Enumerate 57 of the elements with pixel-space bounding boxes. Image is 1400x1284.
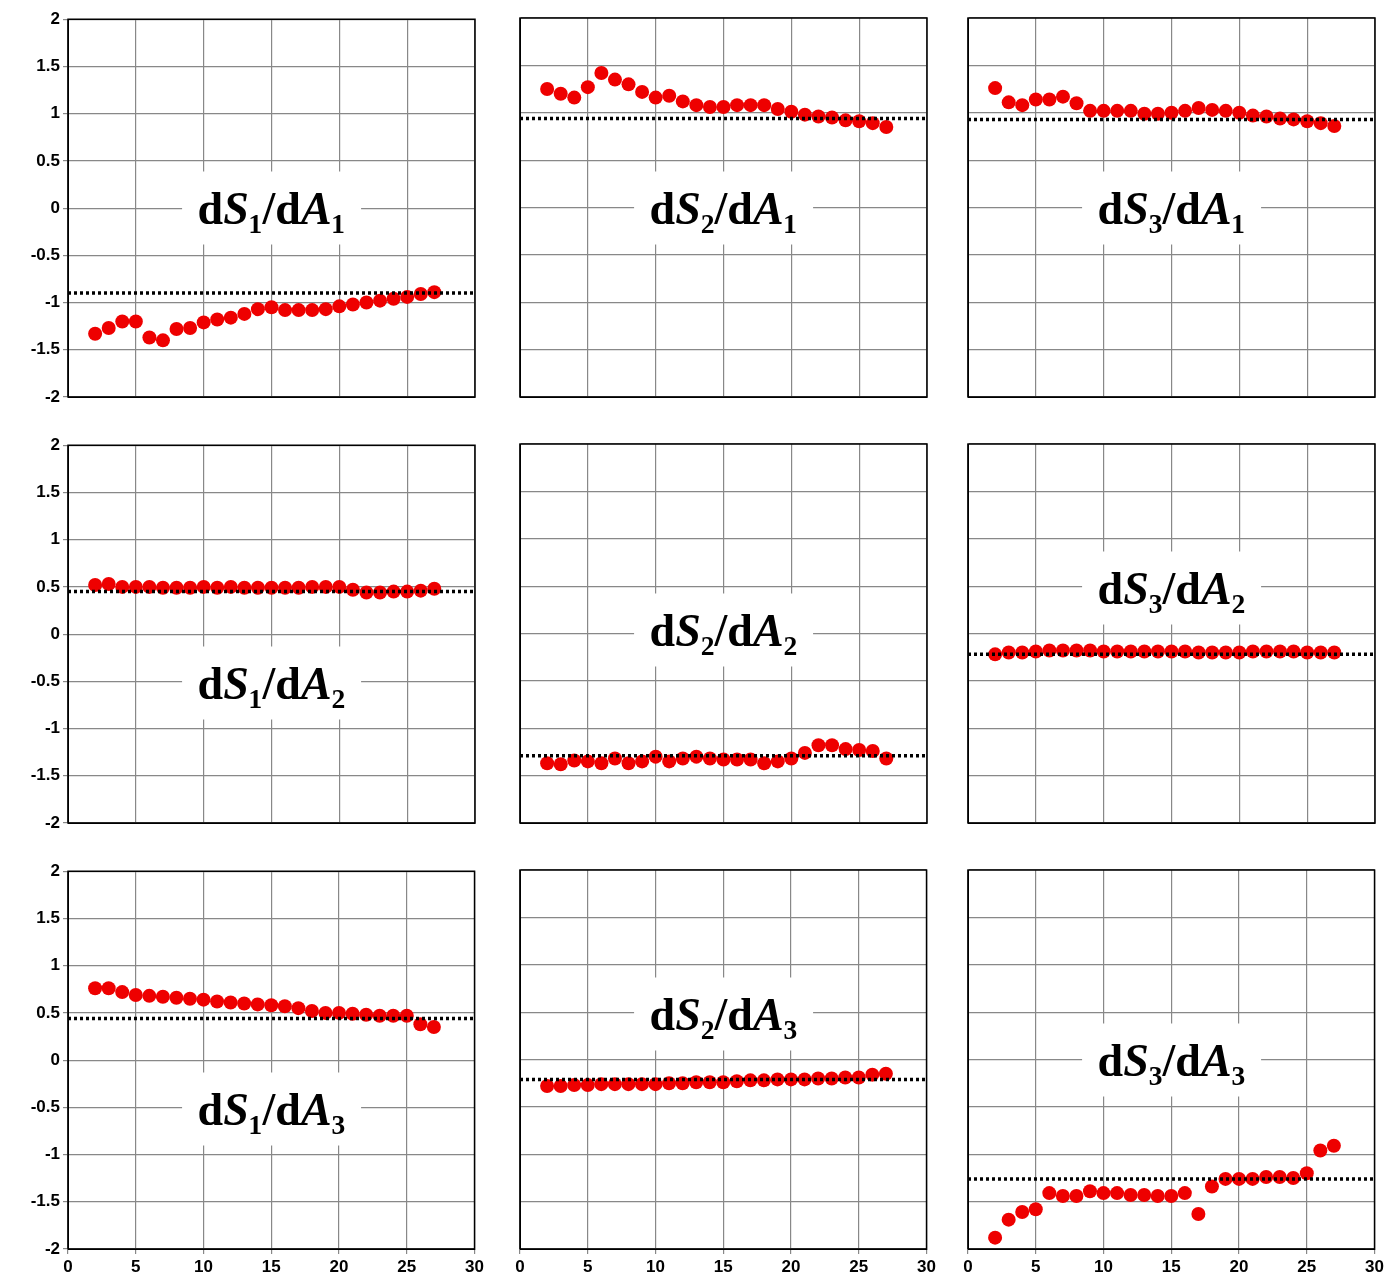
x-tick-label: 30 [917, 1256, 937, 1276]
y-tick-label: 0.5 [36, 1002, 60, 1022]
x-tick-label: 25 [1297, 1256, 1317, 1276]
y-tick-label: 1.5 [36, 908, 60, 928]
x-tick-label: 5 [131, 1256, 141, 1276]
x-tick-label: 0 [515, 1256, 525, 1276]
y-tick-label: -1.5 [30, 765, 60, 785]
x-tick-label: 30 [465, 1256, 485, 1276]
y-tick-label: 1 [50, 955, 60, 975]
y-tick-label: -1 [44, 1144, 60, 1164]
y-tick-label: -1.5 [30, 1191, 60, 1211]
x-tick-label: 15 [713, 1256, 733, 1276]
y-tick-label: -2 [44, 386, 60, 406]
y-tick-label: -1 [44, 292, 60, 312]
x-tick-label: 20 [1229, 1256, 1249, 1276]
y-tick-label: 1 [50, 529, 60, 549]
y-tick-label: -2 [44, 1238, 60, 1258]
x-tick-label: 10 [1094, 1256, 1113, 1276]
annotation: dS₃/dA₃ [1097, 1034, 1246, 1085]
y-tick-label: 0 [50, 197, 60, 217]
x-tick-label: 0 [63, 1256, 73, 1276]
annotation: dS₂/dA₁ [649, 182, 798, 233]
annotation: dS₁/dA₃ [197, 1083, 346, 1135]
x-tick-label: 20 [329, 1256, 349, 1276]
x-tick-label: 20 [781, 1256, 801, 1276]
y-tick-label: -0.5 [30, 245, 60, 265]
y-tick-label: 1.5 [36, 482, 60, 502]
y-tick-label: 2 [50, 434, 60, 454]
annotation: dS₁/dA₂ [197, 657, 346, 709]
y-tick-label: -0.5 [30, 671, 60, 691]
annotation: dS₂/dA₃ [649, 988, 798, 1040]
annotation: dS₂/dA₂ [649, 604, 798, 656]
x-tick-label: 15 [1161, 1256, 1181, 1276]
y-tick-label: 1 [50, 103, 60, 123]
y-tick-label: -0.5 [30, 1097, 60, 1117]
y-tick-label: 1.5 [36, 56, 60, 76]
y-tick-label: -2 [44, 812, 60, 832]
y-tick-label: -1 [44, 718, 60, 738]
annotation: dS₃/dA₁ [1097, 182, 1246, 233]
x-tick-label: 30 [1365, 1256, 1385, 1276]
x-tick-label: 10 [194, 1256, 213, 1276]
x-tick-label: 25 [397, 1256, 417, 1276]
x-tick-label: 0 [963, 1256, 973, 1276]
y-tick-label: 0.5 [36, 576, 60, 596]
annotation: dS₃/dA₂ [1097, 562, 1246, 614]
y-tick-label: 2 [50, 860, 60, 880]
y-tick-label: 2 [50, 8, 60, 28]
x-tick-label: 15 [261, 1256, 281, 1276]
y-tick-label: 0 [50, 623, 60, 643]
annotation: dS₁/dA₁ [197, 182, 346, 233]
y-tick-label: 0 [50, 1049, 60, 1069]
x-tick-label: 25 [849, 1256, 869, 1276]
y-tick-label: -1.5 [30, 339, 60, 359]
x-tick-label: 10 [646, 1256, 665, 1276]
x-tick-label: 5 [583, 1256, 593, 1276]
x-tick-label: 5 [1031, 1256, 1041, 1276]
y-tick-label: 0.5 [36, 150, 60, 170]
